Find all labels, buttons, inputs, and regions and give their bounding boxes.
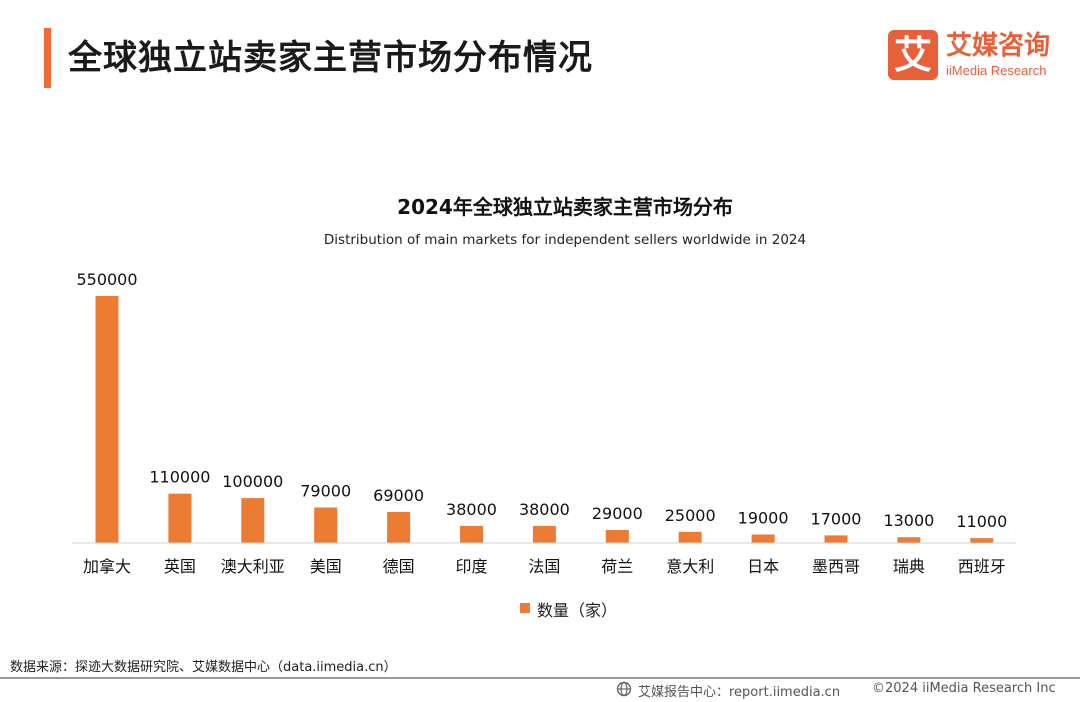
bar-chart: 2024年全球独立站卖家主营市场分布 Distribution of main … xyxy=(72,195,1016,620)
bar-3 xyxy=(314,507,338,543)
category-label-12: 西班牙 xyxy=(958,557,1006,576)
data-label-8: 25000 xyxy=(665,506,716,525)
category-label-11: 瑞典 xyxy=(893,557,925,576)
bar-9 xyxy=(751,534,775,543)
iimedia-logo: 艾 艾媒咨询 iiMedia Research xyxy=(888,30,1063,82)
data-label-11: 13000 xyxy=(883,511,934,530)
legend: 数量（家） xyxy=(520,601,617,620)
category-label-8: 意大利 xyxy=(666,557,714,576)
category-label-7: 荷兰 xyxy=(601,557,633,576)
data-label-7: 29000 xyxy=(592,504,643,523)
title-accent-bar xyxy=(44,28,51,88)
category-label-4: 德国 xyxy=(383,557,415,576)
category-label-0: 加拿大 xyxy=(83,557,131,576)
legend-label: 数量（家） xyxy=(537,601,617,620)
data-label-4: 69000 xyxy=(373,486,424,505)
category-label-3: 美国 xyxy=(310,557,342,576)
bar-1 xyxy=(168,493,192,543)
category-label-2: 澳大利亚 xyxy=(221,557,285,576)
logo-cn-text: 艾媒咨询 xyxy=(946,31,1051,61)
bar-12 xyxy=(970,538,994,543)
data-label-9: 19000 xyxy=(738,509,789,528)
footer-bar: 艾媒报告中心：report.iimedia.cn ©2024 iiMedia R… xyxy=(0,679,1080,702)
bar-0 xyxy=(95,296,119,543)
report-center-link[interactable]: 艾媒报告中心：report.iimedia.cn xyxy=(638,685,841,700)
copyright: ©2024 iiMedia Research Inc xyxy=(872,681,1056,696)
category-label-5: 印度 xyxy=(455,557,487,576)
category-label-6: 法国 xyxy=(528,557,560,576)
logo-mark: 艾 xyxy=(888,30,938,80)
bar-2 xyxy=(241,498,265,543)
data-label-0: 550000 xyxy=(76,270,137,289)
category-label-10: 墨西哥 xyxy=(812,557,860,576)
data-label-1: 110000 xyxy=(149,468,210,487)
bar-10 xyxy=(824,535,848,543)
bar-8 xyxy=(678,531,702,543)
globe-icon xyxy=(616,681,632,697)
bar-7 xyxy=(605,530,629,543)
data-label-6: 38000 xyxy=(519,500,570,519)
data-label-3: 79000 xyxy=(300,482,351,501)
data-source: 数据来源：探迹大数据研究院、艾媒数据中心（data.iimedia.cn） xyxy=(10,660,397,675)
bar-5 xyxy=(460,525,483,543)
data-label-10: 17000 xyxy=(811,509,862,528)
bar-6 xyxy=(532,525,556,543)
bar-4 xyxy=(387,512,411,543)
category-label-1: 英国 xyxy=(164,557,196,576)
data-label-2: 100000 xyxy=(222,472,283,491)
chart-title: 2024年全球独立站卖家主营市场分布 xyxy=(397,195,733,219)
category-label-9: 日本 xyxy=(747,557,779,576)
footer-divider xyxy=(0,677,1080,679)
data-label-12: 11000 xyxy=(956,512,1007,531)
bar-11 xyxy=(897,537,921,543)
data-label-5: 38000 xyxy=(446,500,497,519)
logo-en-text: iiMedia Research xyxy=(946,63,1047,78)
legend-swatch xyxy=(520,603,530,613)
page-title: 全球独立站卖家主营市场分布情况 xyxy=(68,38,593,78)
chart-subtitle: Distribution of main markets for indepen… xyxy=(324,232,806,248)
bars-group: 550000 加拿大 110000 英国 100000 澳大利亚 79000 美国 69000 德… xyxy=(76,270,1007,576)
